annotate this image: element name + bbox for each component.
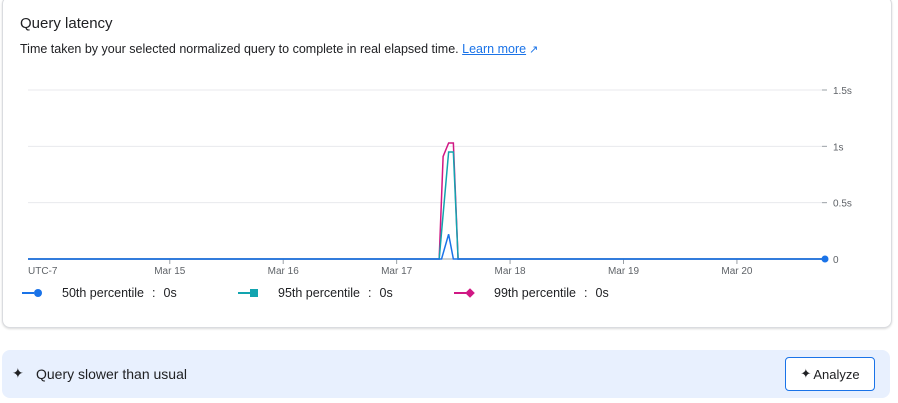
timezone-label: UTC-7 [28,266,58,277]
y-tick-label: 0 [833,255,839,266]
legend-value: 0s [595,286,609,300]
analyze-button[interactable]: ✦ Analyze [785,357,875,391]
sparkle-icon: ✦ [12,365,24,381]
legend-value: 0s [163,286,177,300]
x-tick-label: Mar 19 [608,266,640,277]
legend-label: 99th percentile [494,286,577,300]
y-tick-label: 1s [833,142,844,153]
legend-item[interactable]: 99th percentile: 0s [454,286,609,300]
circle-marker-icon [22,289,42,297]
x-tick-label: Mar 20 [721,266,753,277]
slow-query-banner: ✦ Query slower than usual ✦ Analyze [2,350,890,398]
series-line-99th-percentile [28,142,822,260]
x-tick-label: Mar 16 [268,266,300,277]
legend-item[interactable]: 50th percentile: 0s [22,286,177,300]
series-end-marker [821,255,829,263]
square-marker-icon [238,289,258,297]
diamond-marker-icon [454,288,475,298]
x-tick-label: Mar 15 [154,266,186,277]
series-line-95th-percentile [28,151,822,260]
card-subtitle: Time taken by your selected normalized q… [20,42,539,56]
legend-value: 0s [379,286,393,300]
y-tick-label: 1.5s [833,86,852,97]
card-title: Query latency [20,15,113,32]
y-tick-label: 0.5s [833,199,852,210]
external-link-icon: ↗ [529,44,539,56]
x-tick-label: Mar 18 [495,266,527,277]
legend-label: 95th percentile [278,286,361,300]
legend-item[interactable]: 95th percentile: 0s [238,286,393,300]
latency-chart: UTC-7 Mar 15 Mar 16 Mar 17 Mar 18 Mar 19 Mar 2… [28,86,852,277]
series-line-50th-percentile [28,234,822,260]
sparkle-icon: ✦ [800,366,812,381]
legend-label: 50th percentile [62,286,145,300]
x-tick-label: Mar 17 [381,266,413,277]
learn-more-link[interactable]: Learn more [462,42,527,56]
banner-text: Query slower than usual [36,366,187,382]
